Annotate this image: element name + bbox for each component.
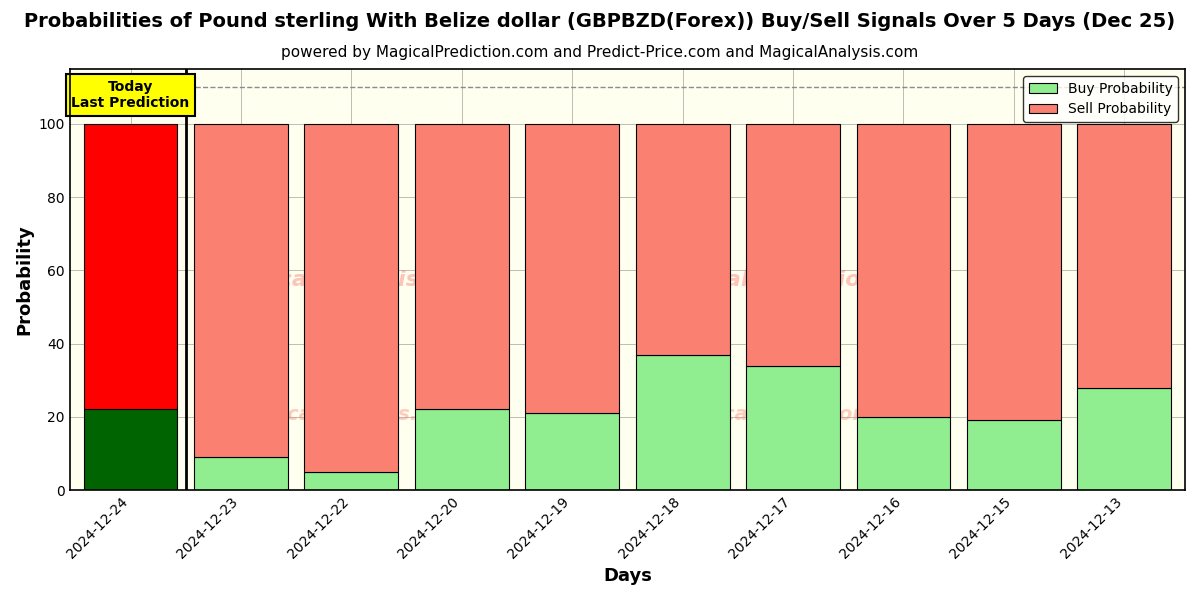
Bar — [84, 409, 178, 490]
Bar — [305, 472, 398, 490]
Text: MagicalPrediction.com: MagicalPrediction.com — [653, 269, 937, 290]
Bar — [194, 124, 288, 457]
Bar — [305, 124, 398, 472]
Bar — [746, 365, 840, 490]
Bar — [746, 124, 840, 365]
Bar — [967, 421, 1061, 490]
Bar — [415, 124, 509, 409]
X-axis label: Days: Days — [602, 567, 652, 585]
Bar — [1078, 388, 1171, 490]
Text: MagicalAnalysis.com: MagicalAnalysis.com — [218, 269, 479, 290]
Bar — [857, 417, 950, 490]
Text: powered by MagicalPrediction.com and Predict-Price.com and MagicalAnalysis.com: powered by MagicalPrediction.com and Pre… — [281, 45, 919, 60]
Bar — [84, 124, 178, 409]
Y-axis label: Probability: Probability — [14, 224, 34, 335]
Bar — [967, 124, 1061, 421]
Bar — [526, 124, 619, 413]
Bar — [194, 457, 288, 490]
Text: Probabilities of Pound sterling With Belize dollar (GBPBZD(Forex)) Buy/Sell Sign: Probabilities of Pound sterling With Bel… — [24, 12, 1176, 31]
Bar — [1078, 124, 1171, 388]
Bar — [636, 355, 730, 490]
Text: Today
Last Prediction: Today Last Prediction — [71, 80, 190, 110]
Bar — [636, 124, 730, 355]
Bar — [526, 413, 619, 490]
Bar — [857, 124, 950, 417]
Bar — [415, 409, 509, 490]
Text: MagicalPrediction.com: MagicalPrediction.com — [671, 405, 919, 424]
Text: MagicalAnalysis.com: MagicalAnalysis.com — [234, 405, 463, 424]
Legend: Buy Probability, Sell Probability: Buy Probability, Sell Probability — [1024, 76, 1178, 122]
